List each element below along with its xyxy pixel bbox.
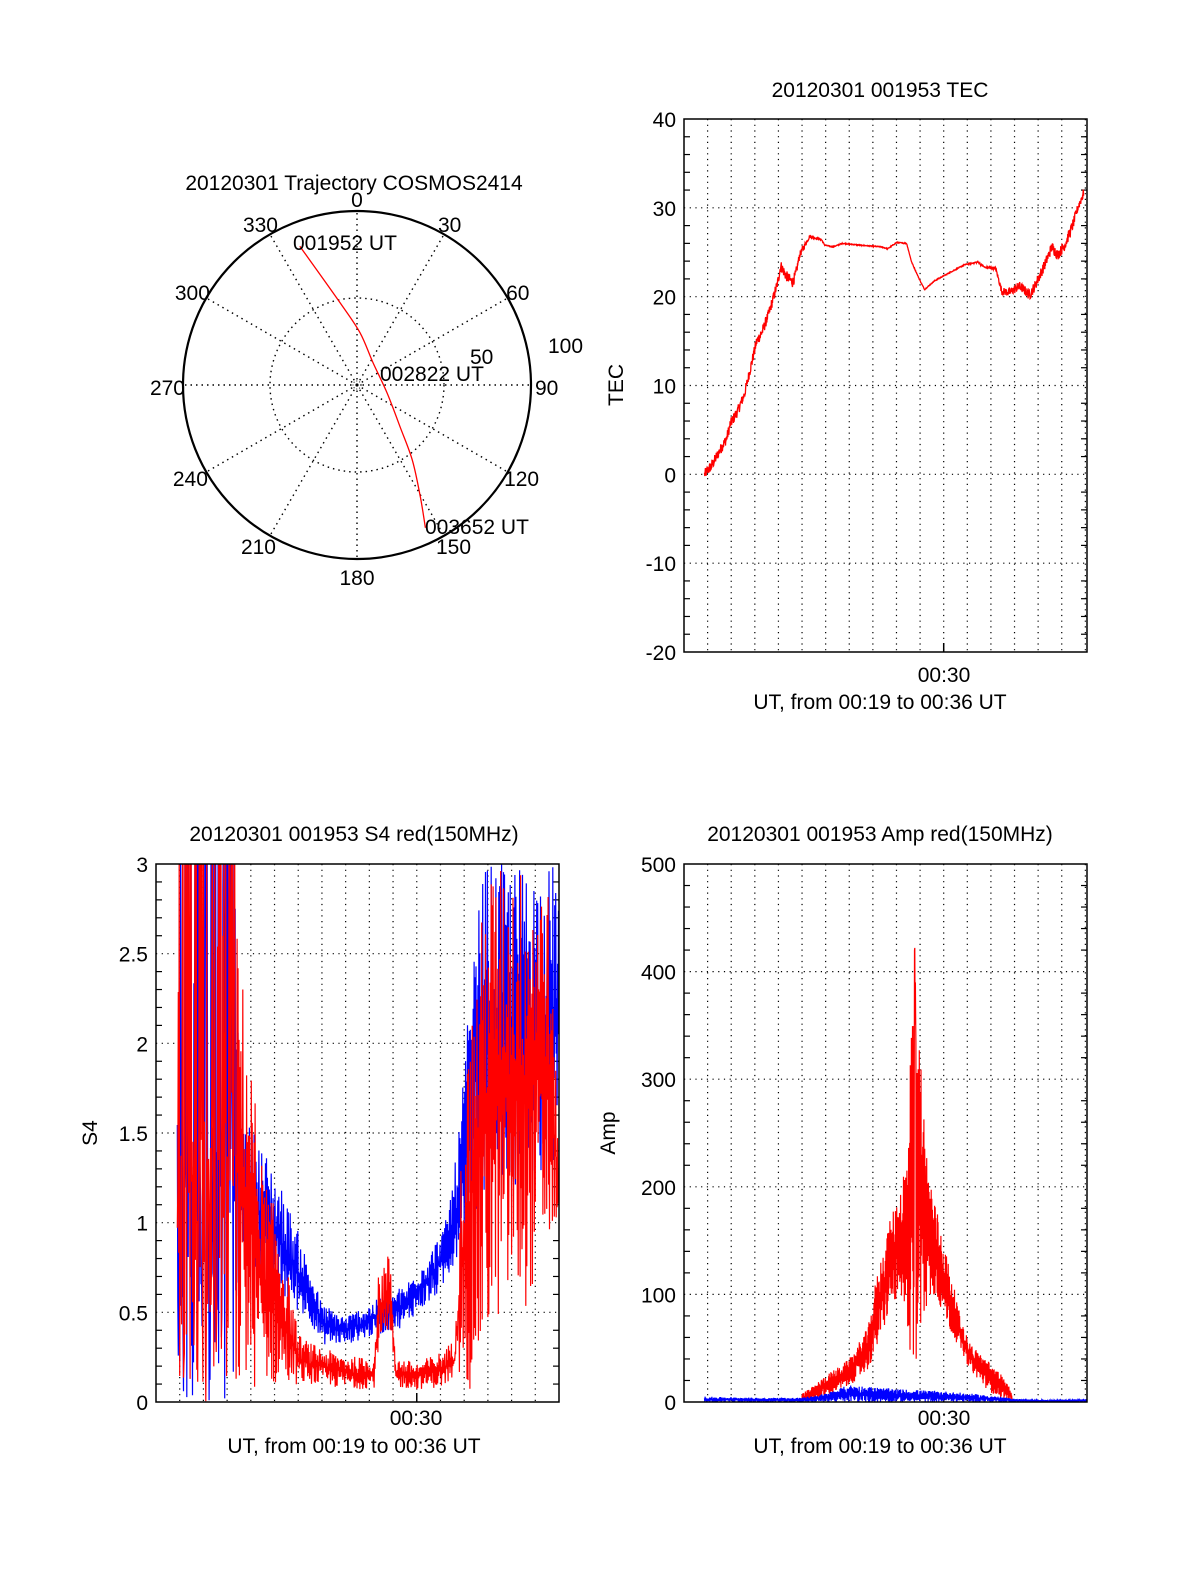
azimuth-spoke (205, 297, 358, 386)
tec-x-axis-label: UT, from 00:19 to 00:36 UT (753, 691, 1006, 714)
s4-plot-frame (155, 863, 560, 1403)
azimuth-labels: 0 30 60 90 120 150 180 210 240 270 300 330 (150, 189, 558, 590)
y-tick-label: 10 (653, 376, 676, 399)
azimuth-label-30: 30 (438, 214, 461, 237)
amp-chart-title: 20120301 001953 Amp red(150MHz) (707, 823, 1053, 846)
y-tick-label: 300 (641, 1069, 676, 1092)
y-tick-label: 20 (653, 287, 676, 310)
y-tick-label: 30 (653, 198, 676, 221)
y-tick-label: 0 (664, 464, 676, 487)
y-tick-label: 400 (641, 962, 676, 985)
tec-x-tick-label: 00:30 (918, 664, 971, 687)
y-tick-label: 3 (136, 854, 148, 877)
amp-grid (684, 864, 1087, 1402)
y-tick-label: 2.5 (119, 944, 148, 967)
azimuth-label-90: 90 (535, 377, 558, 400)
polar-trajectory-chart: 20120301 Trajectory COSMOS2414 0 30 60 90 12… (150, 172, 583, 590)
azimuth-spoke (356, 297, 509, 386)
y-tick-label: 0 (664, 1392, 676, 1415)
y-tick-label: 500 (641, 854, 676, 877)
y-tick-label: 0 (136, 1392, 148, 1415)
azimuth-label-180: 180 (339, 567, 374, 590)
azimuth-spoke (205, 384, 358, 473)
amp-blue-series-line (703, 1385, 1087, 1402)
azimuth-label-120: 120 (504, 468, 539, 491)
y-tick-label: 0.5 (119, 1302, 148, 1325)
s4-chart-title: 20120301 001953 S4 red(150MHz) (189, 823, 518, 846)
amp-red-series-line (801, 947, 1013, 1401)
radius-label-50: 50 (470, 346, 493, 369)
y-tick-label: -10 (646, 553, 676, 576)
y-tick-label: -20 (646, 642, 676, 665)
azimuth-spoke (269, 233, 358, 386)
polar-chart-title: 20120301 Trajectory COSMOS2414 (185, 172, 523, 195)
azimuth-spoke (356, 384, 509, 473)
annotation-start-time: 001952 UT (293, 232, 397, 255)
azimuth-label-330: 330 (243, 214, 278, 237)
s4-red-series-line (176, 864, 559, 1402)
y-tick-label: 1.5 (119, 1123, 148, 1146)
azimuth-label-60: 60 (506, 282, 529, 305)
tec-y-tick-labels: 40 30 20 10 0 -10 -20 (646, 109, 676, 665)
tec-series-line (703, 189, 1085, 477)
azimuth-label-0: 0 (351, 189, 363, 212)
amp-plot-frame (683, 863, 1088, 1403)
azimuth-label-270: 270 (150, 377, 185, 400)
amp-y-tick-labels: 500 400 300 200 100 0 (641, 854, 676, 1415)
azimuth-label-210: 210 (241, 536, 276, 559)
annotation-end-time: 003652 UT (425, 516, 529, 539)
y-tick-label: 40 (653, 109, 676, 132)
azimuth-label-150: 150 (436, 536, 471, 559)
tec-grid (684, 119, 1087, 652)
radius-ring-50 (269, 297, 445, 473)
amp-y-axis-label: Amp (597, 1111, 620, 1154)
azimuth-spoke (269, 384, 358, 537)
annotation-mid-time: 002822 UT (380, 363, 484, 386)
azimuth-label-300: 300 (175, 282, 210, 305)
s4-chart: 20120301 001953 S4 red(150MHz) 3 2.5 2 1.5 1… (79, 823, 560, 1458)
s4-x-tick-label: 00:30 (390, 1407, 443, 1430)
radius-label-100: 100 (548, 335, 583, 358)
azimuth-spoke (356, 384, 445, 537)
y-tick-label: 1 (136, 1213, 148, 1236)
s4-x-axis-label: UT, from 00:19 to 00:36 UT (227, 1435, 480, 1458)
amp-x-axis-label: UT, from 00:19 to 00:36 UT (753, 1435, 1006, 1458)
trajectory-line (299, 245, 427, 528)
amp-chart: 20120301 001953 Amp red(150MHz) 500 400 30… (597, 823, 1088, 1458)
polar-outer-circle (181, 209, 533, 561)
azimuth-label-240: 240 (173, 468, 208, 491)
center-ring (352, 380, 362, 390)
tec-y-axis-label: TEC (605, 364, 628, 406)
y-tick-label: 100 (641, 1284, 676, 1307)
amp-x-tick-label: 00:30 (918, 1407, 971, 1430)
tec-chart-title: 20120301 001953 TEC (772, 79, 989, 102)
tec-chart: 20120301 001953 TEC 40 30 20 10 0 -10 -20 00:3… (605, 79, 1088, 714)
s4-y-axis-label: S4 (79, 1120, 102, 1146)
y-tick-label: 200 (641, 1177, 676, 1200)
y-tick-label: 2 (136, 1033, 148, 1056)
tec-plot-frame (683, 118, 1088, 653)
s4-y-tick-labels: 3 2.5 2 1.5 1 0.5 0 (119, 854, 148, 1415)
